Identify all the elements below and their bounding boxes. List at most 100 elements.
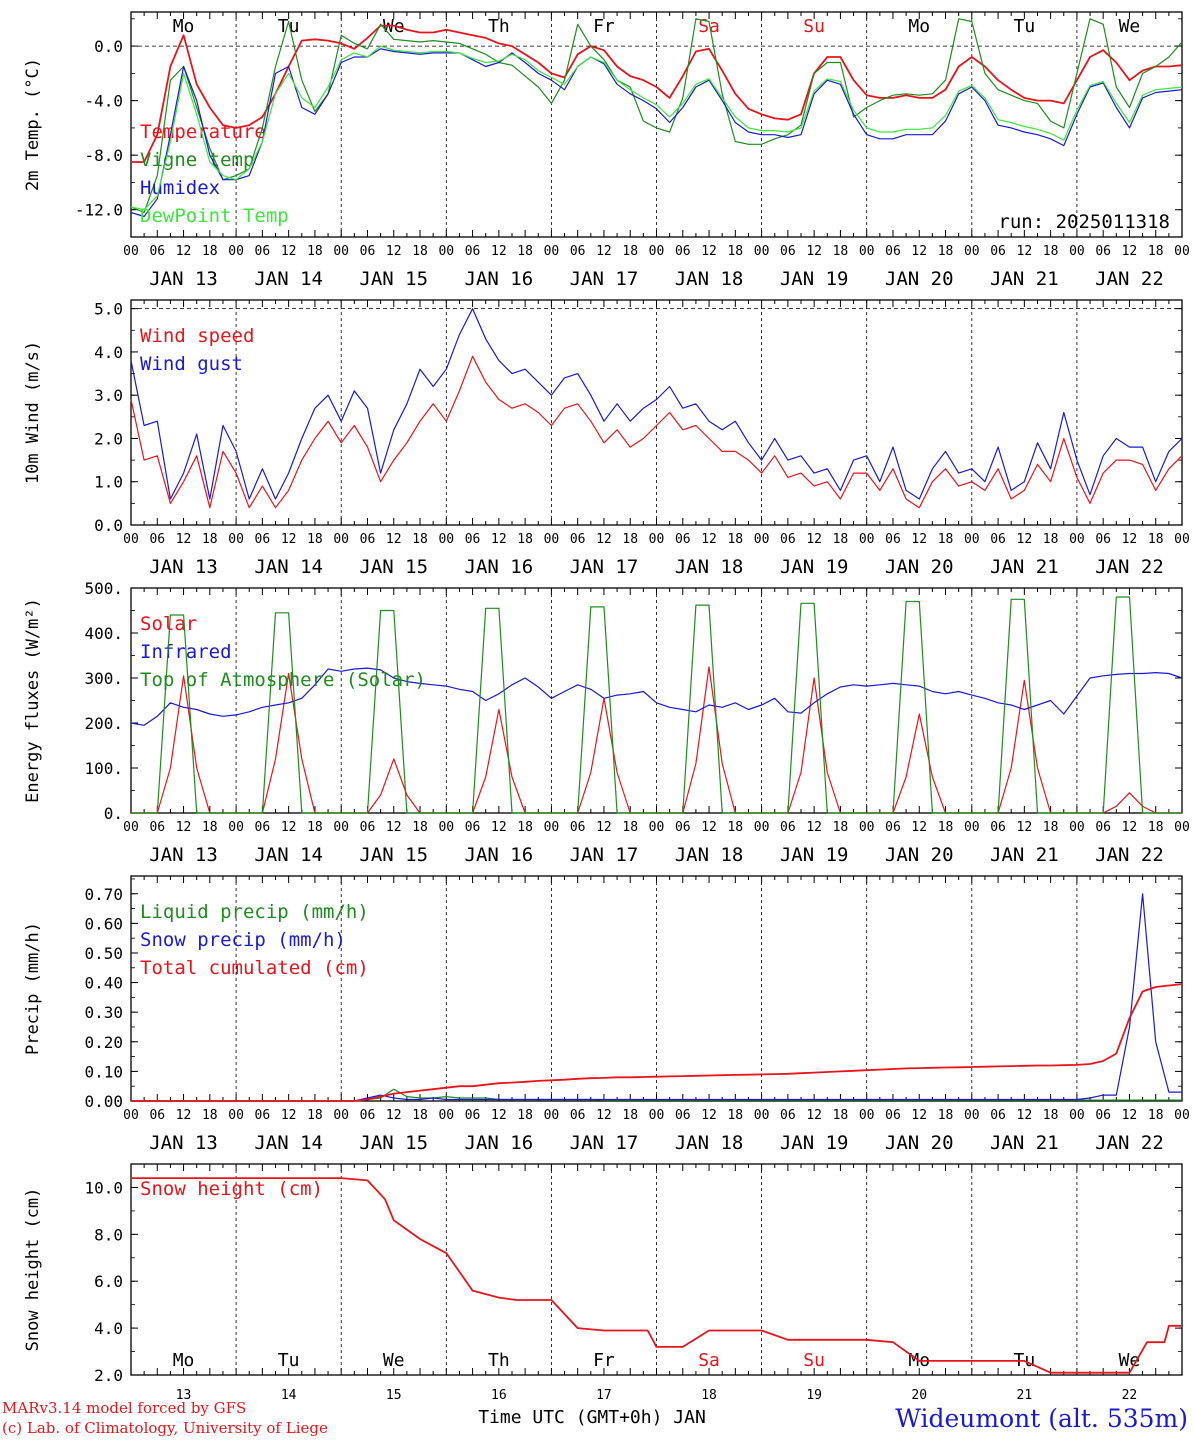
date-label: JAN 20 (885, 844, 954, 866)
hour-label: 06 (360, 820, 376, 835)
legend-entry: Wind gust (140, 353, 243, 375)
weekday-label: Fr (593, 16, 615, 37)
legend-entry: Solar (140, 613, 197, 635)
weekday-label: Mo (173, 1350, 195, 1371)
hour-label: 12 (806, 1108, 822, 1123)
hour-label: 12 (386, 244, 402, 259)
hour-label: 12 (596, 1108, 612, 1123)
hour-label: 18 (938, 244, 954, 259)
hour-label: 18 (1043, 532, 1059, 547)
y-tick-label: 300. (84, 669, 123, 688)
hour-label: 00 (649, 244, 665, 259)
date-label: JAN 18 (675, 1132, 744, 1154)
weekday-label: Tu (278, 1350, 300, 1371)
model-credit: MARv3.14 model forced by GFS (2, 1399, 247, 1417)
date-label: JAN 13 (149, 844, 218, 866)
hour-label: 18 (307, 820, 323, 835)
hour-label: 18 (727, 820, 743, 835)
panel-1: 0.0 -4.0 -8.0 -12.0 2m Temp. (°C) 00 06 12 18 00 0… (23, 11, 1190, 290)
hour-label: 12 (911, 244, 927, 259)
hour-label: 06 (675, 1108, 691, 1123)
y-tick-label: -8.0 (84, 146, 123, 165)
date-label: JAN 15 (359, 844, 428, 866)
hour-label: 12 (701, 1108, 717, 1123)
day-number-label: 22 (1122, 1388, 1138, 1403)
hour-label: 06 (570, 532, 586, 547)
weekday-label: Th (488, 1350, 510, 1371)
weekday-label: We (1119, 16, 1141, 37)
panel-4: 0.00 0.10 0.20 0.30 0.40 0.50 0.60 0.70 Precip (… (23, 875, 1190, 1154)
weekday-label: Sa (698, 16, 720, 37)
y-tick-label: 6.0 (94, 1272, 123, 1291)
y-tick-label: 2.0 (94, 429, 123, 448)
hour-label: 00 (333, 244, 349, 259)
hour-label: 00 (1069, 532, 1085, 547)
hour-label: 18 (307, 532, 323, 547)
weekday-label: We (383, 1350, 405, 1371)
day-number-label: 19 (806, 1388, 822, 1403)
weekday-label: We (1119, 1350, 1141, 1371)
date-label: JAN 18 (675, 844, 744, 866)
date-label: JAN 15 (359, 1132, 428, 1154)
legend-entry: Snow precip (mm/h) (140, 929, 346, 951)
hour-label: 06 (1095, 244, 1111, 259)
date-label: JAN 22 (1095, 844, 1164, 866)
legend-entry: Total cumulated (cm) (140, 957, 369, 979)
hour-label: 06 (465, 1108, 481, 1123)
hour-label: 00 (123, 244, 139, 259)
date-label: JAN 15 (359, 556, 428, 578)
hour-label: 12 (386, 532, 402, 547)
hour-label: 12 (596, 820, 612, 835)
hour-label: 12 (176, 1108, 192, 1123)
hour-label: 18 (412, 532, 428, 547)
date-label: JAN 16 (465, 268, 534, 290)
y-tick-label: 400. (84, 624, 123, 643)
y-tick-label: 1.0 (94, 473, 123, 492)
date-label: JAN 16 (465, 1132, 534, 1154)
hour-label: 18 (622, 820, 638, 835)
date-label: JAN 22 (1095, 1132, 1164, 1154)
hour-label: 00 (1174, 820, 1190, 835)
day-number-label: 21 (1017, 1388, 1033, 1403)
hour-label: 06 (149, 244, 165, 259)
y-axis-label: 2m Temp. (°C) (23, 58, 43, 191)
weekday-label: Fr (593, 1350, 615, 1371)
hour-label: 12 (176, 532, 192, 547)
hour-label: 00 (649, 820, 665, 835)
hour-label: 00 (1174, 244, 1190, 259)
hour-label: 00 (438, 1108, 454, 1123)
hour-label: 18 (202, 532, 218, 547)
hour-label: 18 (727, 532, 743, 547)
hour-label: 00 (649, 1108, 665, 1123)
hour-label: 12 (491, 820, 507, 835)
y-axis-label: Snow height (cm) (23, 1188, 43, 1352)
hour-label: 18 (517, 532, 533, 547)
date-label: JAN 13 (149, 556, 218, 578)
day-number-label: 16 (491, 1388, 507, 1403)
hour-label: 00 (754, 244, 770, 259)
date-label: JAN 16 (465, 844, 534, 866)
hour-label: 00 (754, 532, 770, 547)
hour-label: 00 (333, 1108, 349, 1123)
hour-label: 00 (228, 1108, 244, 1123)
weekday-label: Su (803, 16, 825, 37)
date-label: JAN 19 (780, 1132, 849, 1154)
hour-label: 18 (622, 1108, 638, 1123)
hour-label: 00 (438, 532, 454, 547)
hour-label: 00 (333, 820, 349, 835)
hour-label: 18 (1148, 820, 1164, 835)
hour-label: 18 (938, 1108, 954, 1123)
day-number-label: 20 (911, 1388, 927, 1403)
series-line-1 (131, 1177, 1182, 1374)
hour-label: 00 (123, 820, 139, 835)
hour-label: 12 (1122, 1108, 1138, 1123)
date-label: JAN 19 (780, 556, 849, 578)
hour-label: 18 (307, 1108, 323, 1123)
series-line-1 (130, 355, 1183, 509)
legend-entry: Wind speed (140, 325, 254, 347)
series-line-3 (131, 596, 1182, 814)
lab-credit: (c) Lab. of Climatology, University of L… (2, 1419, 328, 1437)
hour-label: 00 (1174, 532, 1190, 547)
date-label: JAN 17 (570, 1132, 639, 1154)
